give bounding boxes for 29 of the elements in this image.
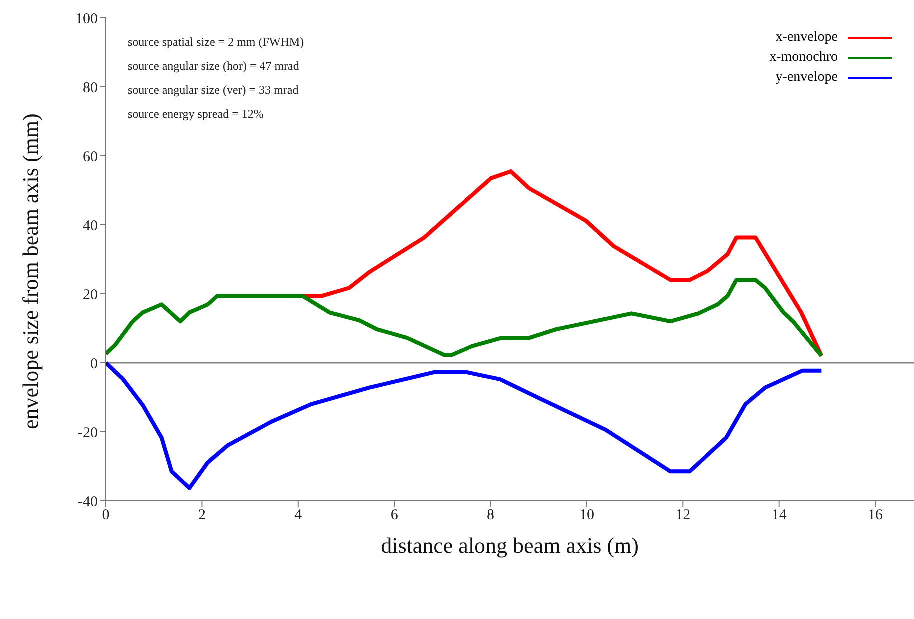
x-tick-label: 6 xyxy=(390,508,399,524)
y-tick-label: -20 xyxy=(78,425,98,442)
x-tick-label: 2 xyxy=(198,508,206,524)
x-tick-label: 16 xyxy=(868,508,884,524)
x-tick-label: 4 xyxy=(294,508,303,524)
x-tick-label: 8 xyxy=(487,508,495,524)
y-tick-label: 60 xyxy=(83,149,98,166)
y-axis-title: envelope size from beam axis (mm) xyxy=(18,114,43,430)
x-tick-label: 10 xyxy=(579,508,594,524)
legend-label: y-envelope xyxy=(776,70,838,86)
x-tick-label: 0 xyxy=(102,508,110,524)
y-tick-label: 40 xyxy=(83,218,98,234)
x-tick-label: 12 xyxy=(676,508,691,524)
y-tick-label: 0 xyxy=(90,356,98,372)
y-tick-label: 80 xyxy=(83,80,98,96)
y-tick-label: 100 xyxy=(76,11,98,28)
y-tick-label: -40 xyxy=(78,494,98,510)
legend-label: x-envelope xyxy=(776,30,838,46)
annotation: source angular size (hor) = 47 mrad xyxy=(128,58,300,75)
x-axis-title: distance along beam axis (m) xyxy=(381,533,639,558)
line-series xyxy=(106,361,824,490)
y-tick-label: 20 xyxy=(83,287,98,304)
legend-label: x-monochro xyxy=(770,50,838,66)
annotation: source energy spread = 12% xyxy=(128,106,265,123)
x-tick-label: 14 xyxy=(772,508,788,524)
line-series xyxy=(106,278,824,358)
annotation: source spatial size = 2 mm (FWHM) xyxy=(128,34,304,51)
line-series xyxy=(300,170,824,358)
annotation: source angular size (ver) = 33 mrad xyxy=(128,82,300,99)
